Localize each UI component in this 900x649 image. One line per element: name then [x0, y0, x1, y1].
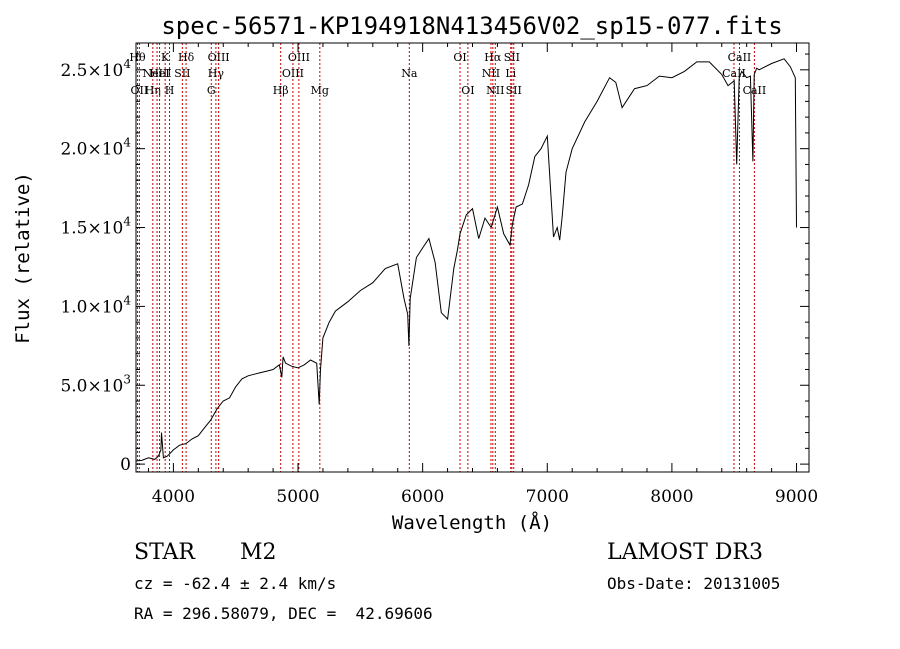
- line-marker-label: HeI: [149, 67, 169, 80]
- line-marker-label: Na: [401, 67, 418, 80]
- redshift-velocity: cz = -62.4 ± 2.4 km/s: [134, 574, 337, 593]
- line-marker-label: Hδ: [178, 51, 195, 64]
- coordinates: RA = 296.58079, DEC = 42.69606: [134, 604, 433, 623]
- y-tick-label: 2.0×104: [60, 136, 131, 160]
- line-marker-label: Mg: [311, 84, 329, 97]
- observation-date: Obs-Date: 20131005: [607, 574, 781, 593]
- x-tick-label: 5000: [276, 487, 319, 507]
- line-marker-label: SII: [506, 84, 522, 97]
- line-marker-label: G: [207, 84, 216, 97]
- x-tick-label: 4000: [152, 487, 195, 507]
- line-marker-label: Hβ: [273, 84, 289, 97]
- line-marker-label: CaII: [722, 67, 746, 80]
- y-tick-label: 1.5×104: [60, 215, 131, 239]
- line-marker-label: Hγ: [208, 67, 225, 80]
- plot-frame: [135, 42, 810, 473]
- line-marker-label: SII: [174, 67, 190, 80]
- x-tick-label: 7000: [526, 487, 569, 507]
- spectrum-line: [135, 58, 797, 462]
- line-marker-label: NeIII: [142, 67, 171, 80]
- line-marker-label: Hα: [484, 51, 502, 64]
- y-tick-label: 5.0×103: [60, 372, 131, 396]
- line-marker-label: Hη: [145, 84, 161, 97]
- line-marker-label: OIII: [282, 67, 304, 80]
- x-tick-label: 8000: [650, 487, 693, 507]
- line-marker-label: OIII: [208, 51, 230, 64]
- line-marker-label: OI: [453, 51, 466, 64]
- line-marker-label: K: [161, 51, 170, 64]
- x-tick-label: 6000: [401, 487, 444, 507]
- y-tick-label: 0: [120, 455, 131, 475]
- line-marker-label: NII: [482, 67, 500, 80]
- x-tick-label: 9000: [775, 487, 818, 507]
- line-marker-label: Hθ: [129, 51, 146, 64]
- spectrum-chart: spec-56571-KP194918N413456V02_sp15-077.f…: [12, 12, 818, 534]
- line-marker-label: OI: [461, 84, 474, 97]
- line-marker-label: NII: [486, 84, 504, 97]
- survey-name: LAMOST DR3: [607, 540, 763, 565]
- line-marker-label: CaII: [728, 51, 752, 64]
- series-layer: [135, 58, 797, 462]
- y-tick-label: 2.5×104: [60, 57, 131, 81]
- chart-title: spec-56571-KP194918N413456V02_sp15-077.f…: [161, 12, 782, 40]
- line-marker-label: SII: [504, 51, 520, 64]
- object-class: STAR: [134, 540, 195, 565]
- object-subclass: M2: [240, 540, 277, 565]
- line-marker-label: H: [165, 84, 175, 97]
- line-marker-label: OII: [131, 84, 149, 97]
- x-axis-label: Wavelength (Å): [392, 511, 552, 534]
- y-axis: 0 5.0×103 1.0×104 1.5×104 2.0×104 2.5×104: [60, 53, 809, 475]
- x-axis: 4000 5000 6000 7000 8000 9000: [147, 43, 818, 507]
- line-marker-label: OIII: [288, 51, 310, 64]
- y-tick-label: 1.0×104: [60, 293, 131, 317]
- line-marker-label: Li: [505, 67, 516, 80]
- y-axis-label: Flux (relative): [12, 172, 34, 344]
